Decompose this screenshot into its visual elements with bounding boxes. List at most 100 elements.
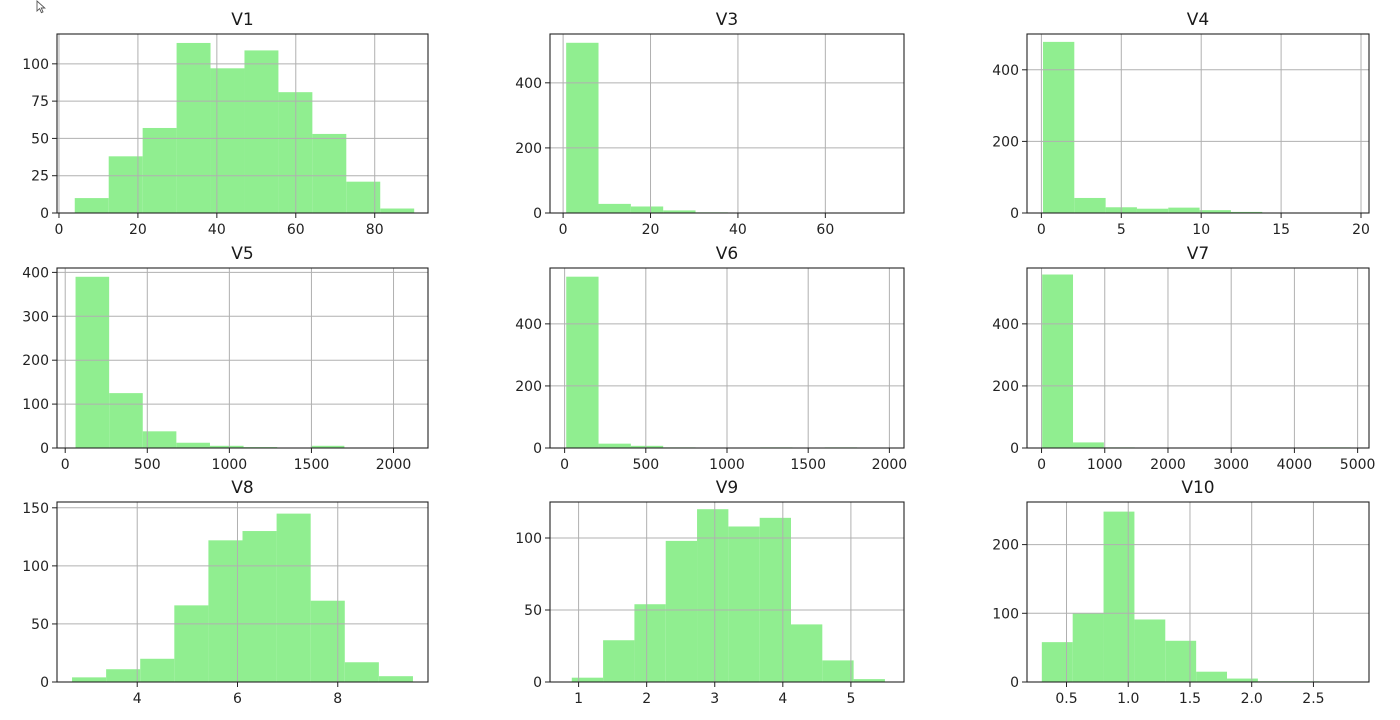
x-tick-label: 1	[574, 691, 583, 707]
x-tick-label: 60	[816, 222, 834, 238]
x-tick-label: 5	[1117, 222, 1126, 238]
histogram-bar	[759, 517, 791, 682]
y-tick-label: 200	[22, 353, 49, 369]
histogram-bar	[276, 513, 311, 682]
x-tick-label: 0	[560, 457, 569, 473]
y-tick-label: 100	[515, 531, 542, 547]
histogram-bar	[566, 276, 599, 448]
x-tick-label: 20	[1352, 222, 1370, 238]
y-tick-label: 400	[22, 265, 49, 281]
x-tick-label: 80	[366, 222, 384, 238]
x-tick-label: 2.5	[1302, 691, 1324, 707]
panel-title: V7	[1187, 244, 1209, 264]
x-tick-label: 40	[208, 222, 226, 238]
histogram-bar	[210, 68, 245, 213]
histogram-bar	[853, 679, 885, 682]
x-tick-label: 2000	[376, 457, 412, 473]
histogram-bar	[1165, 640, 1197, 682]
histogram-bar	[74, 198, 109, 213]
mouse-pointer-icon	[36, 0, 46, 14]
y-tick-label: 300	[22, 309, 49, 325]
x-tick-label: 10	[1192, 222, 1210, 238]
panel-title: V9	[716, 478, 738, 498]
x-tick-label: 20	[642, 222, 660, 238]
histogram-bar	[310, 445, 345, 448]
y-tick-label: 25	[31, 169, 49, 185]
y-tick-label: 200	[992, 379, 1019, 395]
y-tick-label: 150	[22, 501, 49, 517]
x-tick-label: 0	[55, 222, 64, 238]
histogram-panel-v6: V6 0 500 1000 1500 2000 0 200 400	[515, 244, 907, 473]
axes-frame	[56, 501, 429, 683]
histogram-bar	[72, 677, 107, 682]
x-tick-label: 60	[287, 222, 305, 238]
y-tick-label: 400	[515, 317, 542, 333]
y-tick-label: 0	[40, 675, 49, 691]
histogram-bar	[176, 42, 211, 214]
y-tick-label: 50	[31, 131, 49, 147]
histogram-bar	[176, 442, 210, 448]
histogram-bar	[1073, 442, 1104, 448]
panel-title: V10	[1181, 478, 1214, 498]
histogram-bar	[108, 156, 143, 213]
x-tick-label: 15	[1272, 222, 1290, 238]
x-tick-label: 1000	[709, 457, 745, 473]
axes-frame	[1026, 33, 1370, 214]
x-tick-label: 500	[134, 457, 161, 473]
histogram-bar	[630, 206, 664, 213]
histogram-bar	[1136, 208, 1169, 213]
y-tick-label: 400	[515, 76, 542, 92]
histogram-bar	[142, 431, 177, 448]
y-tick-label: 50	[31, 617, 49, 633]
x-tick-label: 2.0	[1241, 691, 1263, 707]
x-tick-label: 1.0	[1117, 691, 1139, 707]
histogram-bar	[1042, 41, 1075, 213]
histogram-bar	[312, 133, 347, 213]
x-tick-label: 6	[233, 691, 242, 707]
y-tick-label: 0	[1010, 206, 1019, 222]
y-tick-label: 100	[22, 559, 49, 575]
y-tick-label: 100	[22, 397, 49, 413]
y-tick-label: 400	[992, 317, 1019, 333]
histogram-bar	[1227, 678, 1258, 682]
histogram-bar	[630, 445, 664, 448]
y-tick-label: 200	[515, 141, 542, 157]
y-tick-label: 200	[992, 538, 1019, 554]
x-tick-label: 3	[710, 691, 719, 707]
x-tick-label: 40	[729, 222, 747, 238]
histogram-panel-v5: V5 0 500 1000 1500 2000 0 100 200 300 400	[22, 244, 429, 473]
x-tick-label: 4000	[1277, 457, 1313, 473]
y-tick-label: 400	[992, 63, 1019, 79]
x-tick-label: 8	[333, 691, 342, 707]
histogram-panel-v3: V3 0 20 40 60 0 200 400	[515, 10, 905, 238]
x-tick-label: 1000	[212, 457, 248, 473]
histogram-bar	[571, 677, 604, 682]
x-tick-label: 2000	[872, 457, 908, 473]
histogram-bar	[142, 127, 177, 213]
histogram-bar	[1041, 642, 1073, 682]
y-tick-label: 100	[22, 57, 49, 73]
histogram-bar	[378, 676, 413, 682]
panel-title: V6	[716, 244, 738, 264]
histogram-bar	[665, 540, 698, 682]
axes-frame	[549, 501, 905, 683]
histogram-bar	[106, 669, 141, 682]
histogram-bar	[1103, 511, 1135, 682]
x-tick-label: 1500	[294, 457, 330, 473]
x-tick-label: 1.5	[1179, 691, 1201, 707]
x-tick-label: 0	[1037, 222, 1046, 238]
x-tick-label: 0	[61, 457, 70, 473]
histogram-bar	[1134, 619, 1166, 682]
x-tick-label: 2000	[1150, 457, 1186, 473]
histogram-bar	[1074, 197, 1106, 213]
histogram-bar	[663, 210, 696, 213]
histogram-bar	[790, 624, 823, 682]
panel-title: V3	[716, 10, 738, 30]
y-tick-label: 0	[40, 441, 49, 457]
x-tick-label: 3000	[1213, 457, 1249, 473]
histogram-bar	[822, 660, 854, 682]
axes-frame	[549, 33, 905, 214]
histogram-panel-v1: V1 0 20 40 60 80 0 25 50 75 100	[22, 10, 429, 238]
